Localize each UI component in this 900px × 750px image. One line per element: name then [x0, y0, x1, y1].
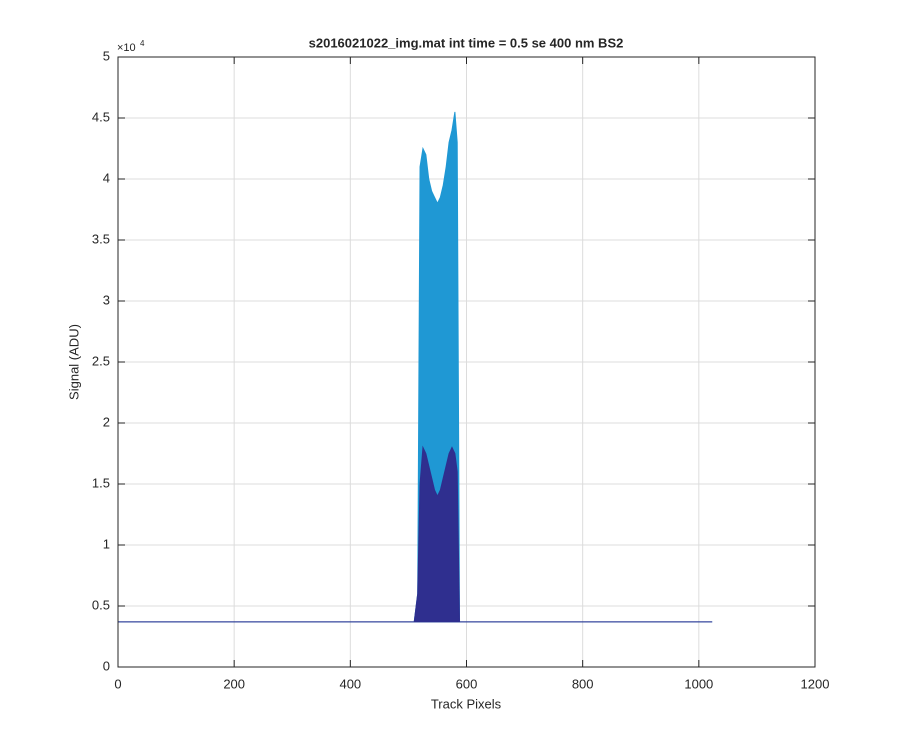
- y-tick-label: 2: [103, 414, 110, 429]
- x-tick-label: 600: [456, 676, 478, 691]
- y-tick-label: 3.5: [92, 231, 110, 246]
- y-axis-label: Signal (ADU): [66, 324, 81, 400]
- y-tick-label: 1.5: [92, 475, 110, 490]
- x-tick-label: 400: [339, 676, 361, 691]
- area: [118, 445, 713, 623]
- x-tick-label: 1200: [801, 676, 830, 691]
- chart-title: s2016021022_img.mat int time = 0.5 se 40…: [309, 35, 624, 50]
- area: [118, 111, 713, 623]
- x-tick-label: 1000: [684, 676, 713, 691]
- y-tick-label: 3: [103, 292, 110, 307]
- x-tick-label: 800: [572, 676, 594, 691]
- y-tick-label: 0.5: [92, 597, 110, 612]
- y-tick-label: 4: [103, 170, 110, 185]
- x-tick-label: 200: [223, 676, 245, 691]
- y-tick-label: 1: [103, 536, 110, 551]
- y-tick-label: 5: [103, 48, 110, 63]
- y-tick-label: 2.5: [92, 353, 110, 368]
- y-tick-label: 0: [103, 658, 110, 673]
- x-tick-label: 0: [114, 676, 121, 691]
- y-tick-label: 4.5: [92, 109, 110, 124]
- y-scale-base: ×10: [117, 42, 136, 54]
- x-axis-label: Track Pixels: [431, 696, 502, 711]
- y-scale-exponent: 4: [140, 39, 145, 48]
